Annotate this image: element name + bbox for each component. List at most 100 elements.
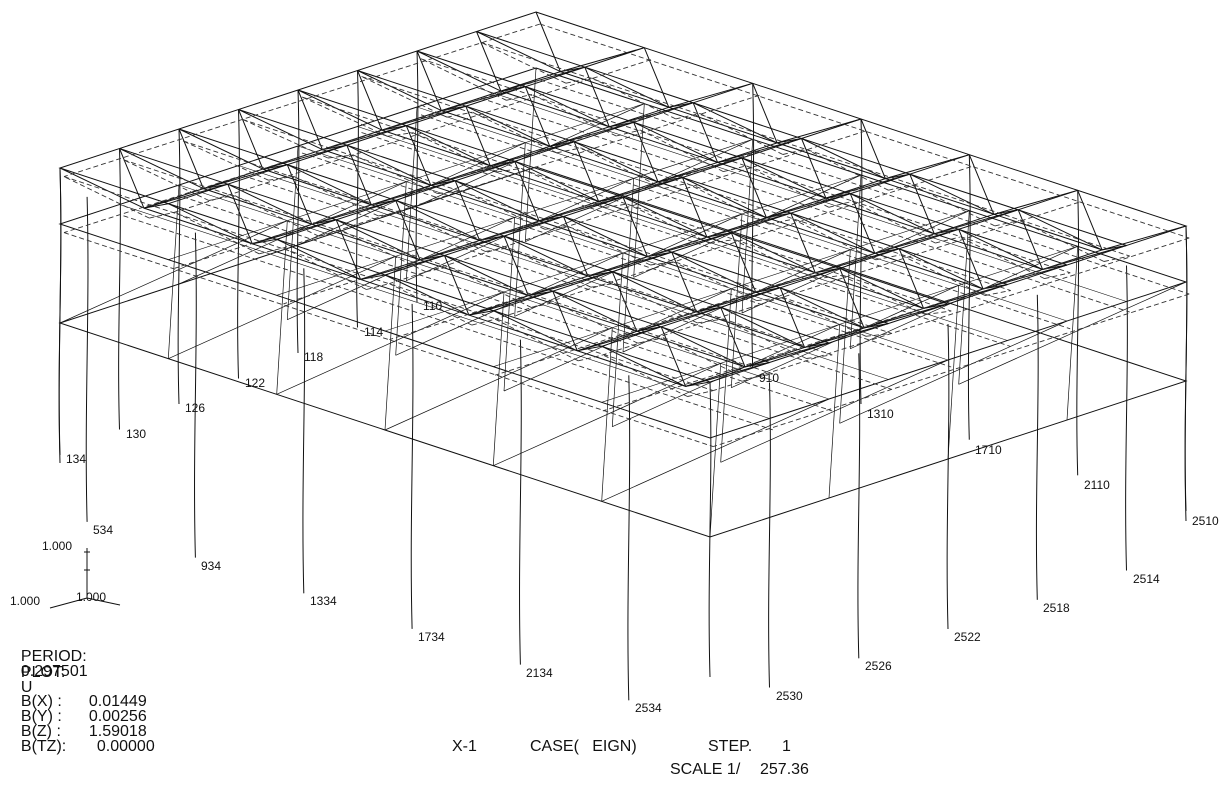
by-label: B(Y) : [20, 708, 62, 725]
frame-member [287, 216, 515, 321]
column-member [1035, 294, 1039, 600]
frame-member [609, 102, 694, 128]
by-value: 0.00256 [88, 708, 147, 725]
step-value: 1 [782, 738, 791, 755]
frame-member [384, 327, 613, 431]
node-label-top: 110 [423, 299, 442, 313]
frame-member [697, 318, 722, 324]
frame-member [828, 200, 853, 208]
frame-member [283, 94, 760, 249]
frame-member [494, 166, 972, 320]
frame-member [174, 115, 652, 269]
frame-member [769, 218, 793, 225]
frame-member [444, 255, 470, 316]
frame-member [525, 138, 753, 243]
frame-member [685, 381, 711, 387]
frame-member [565, 77, 592, 84]
frame-member [480, 97, 1130, 313]
bx-line: B(X) : 0.01449 [12, 679, 147, 710]
frame-member [544, 225, 568, 230]
frame-member [935, 236, 960, 244]
frame-member [535, 11, 561, 72]
frame-member [322, 125, 407, 151]
frame-member [1101, 225, 1187, 251]
frame-member [604, 203, 628, 209]
frame-member [612, 271, 697, 313]
frame-member [888, 184, 912, 191]
frame-member [395, 252, 624, 356]
frame-member [119, 148, 204, 190]
frame-member [461, 190, 546, 230]
frame-member [755, 267, 840, 293]
node-label-bottom-left: 2134 [526, 666, 553, 680]
frame-member [476, 31, 502, 92]
frame-member [934, 209, 1019, 235]
frame-member [389, 130, 866, 285]
frame-member [538, 196, 624, 222]
column-member [859, 118, 863, 405]
frame-member [663, 183, 687, 189]
frame-member [59, 220, 288, 324]
frame-member [361, 76, 1011, 291]
frame-member [437, 190, 462, 195]
column-member [296, 89, 300, 354]
frame-member [242, 118, 892, 334]
frame-member [497, 167, 522, 173]
frame-member [297, 142, 526, 246]
bx-value: 0.01449 [88, 693, 147, 710]
frame-member [584, 66, 670, 108]
frame-member [63, 79, 541, 234]
frame-member [556, 147, 581, 154]
frame-member [925, 310, 952, 316]
frame-member [480, 41, 1130, 257]
frame-member [503, 235, 589, 277]
frame-member [602, 257, 1079, 412]
frame-member [389, 283, 473, 326]
frame-member [143, 183, 228, 209]
period-line: PERIOD: 0.297501 [12, 634, 88, 680]
frame-member [203, 188, 746, 368]
column-member [519, 339, 522, 665]
view-name: X-1 [452, 738, 477, 755]
frame-member [994, 220, 1020, 227]
frame-member [387, 132, 413, 137]
axis-left-label: 1.000 [10, 594, 40, 608]
frame-member [723, 165, 747, 173]
frame-member [357, 126, 1008, 341]
frame-member [425, 266, 449, 273]
frame-member [686, 183, 770, 225]
period-value: 0.297501 [20, 663, 88, 680]
frame-member [958, 281, 1187, 385]
frame-member [416, 103, 645, 207]
node-label-top: 134 [66, 452, 86, 466]
scale-label: SCALE 1/ [670, 761, 741, 778]
frame-member [406, 125, 491, 167]
frame-member [885, 154, 970, 180]
frame-member [366, 283, 390, 290]
frame-member [567, 225, 651, 266]
column-member [946, 323, 950, 630]
column-member [1184, 225, 1188, 522]
deformed-mode-shape [63, 23, 1190, 448]
frame-member [63, 232, 714, 448]
frame-member [713, 293, 1190, 448]
frame-member [601, 345, 686, 387]
frame-member [378, 211, 403, 217]
column-member [58, 167, 62, 464]
column-member [177, 128, 181, 405]
frame-member [430, 160, 515, 186]
frame-member [1103, 255, 1130, 262]
frame-member [416, 50, 442, 111]
frame-member [860, 118, 886, 179]
node-label-bottom-left: 2534 [635, 701, 662, 715]
bz-value: 1.59018 [88, 723, 147, 740]
frame-member [357, 70, 442, 112]
frame-member [850, 245, 1078, 350]
frame-member [539, 23, 1190, 239]
frame-member [448, 266, 532, 308]
frame-member [168, 255, 396, 360]
frame-member [416, 50, 502, 92]
frame-member [779, 287, 865, 329]
frame-member [552, 290, 638, 332]
